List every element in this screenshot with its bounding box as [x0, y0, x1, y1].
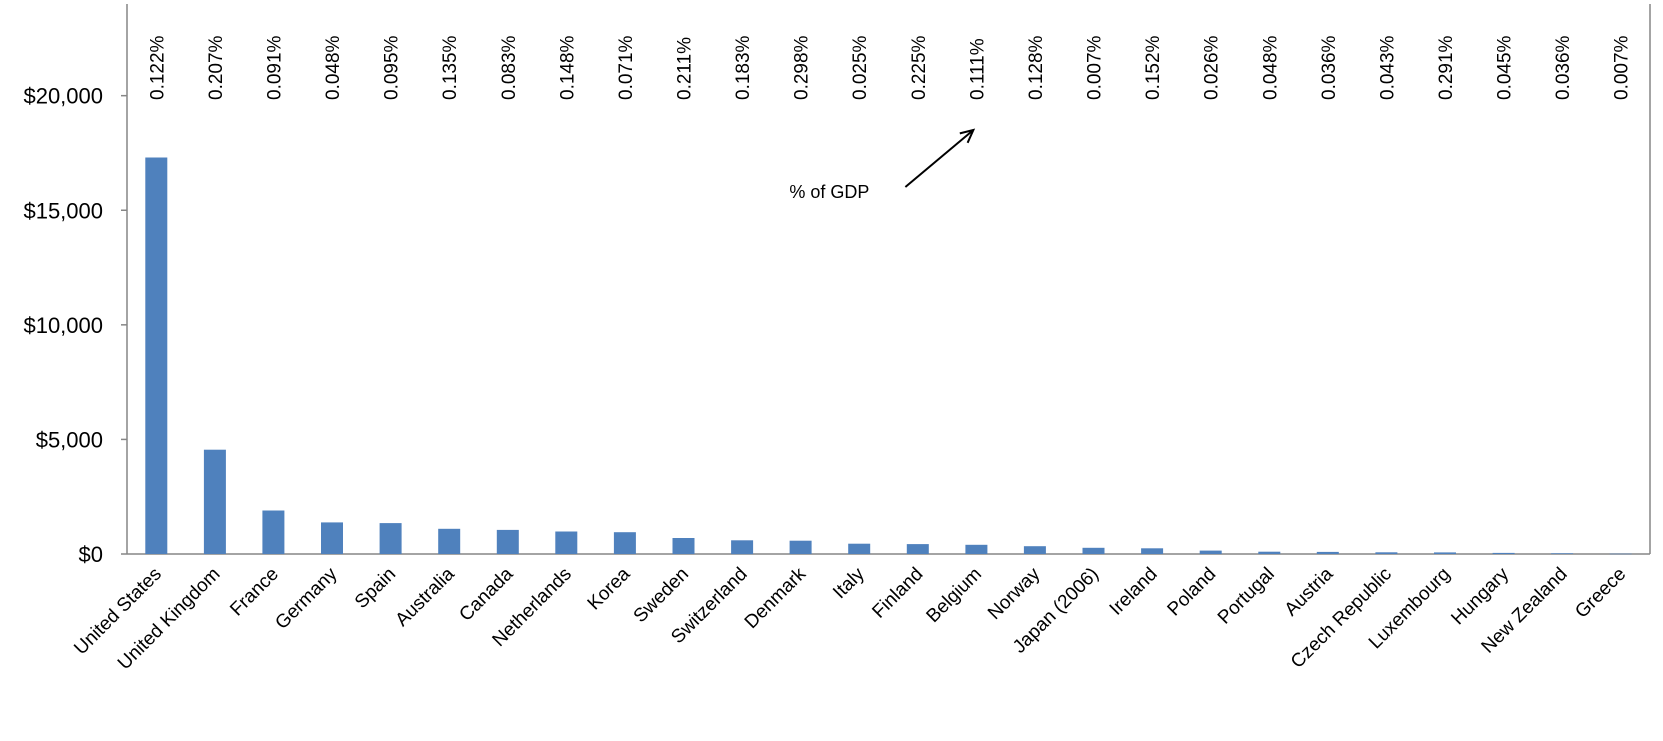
percent-label: 0.298% — [792, 35, 813, 100]
bar — [1082, 547, 1105, 554]
percent-label: 0.211% — [675, 37, 696, 100]
percent-label: 0.207% — [206, 35, 227, 100]
percent-label: 0.007% — [1612, 35, 1633, 100]
bar — [145, 157, 168, 554]
percent-label: 0.036% — [1553, 35, 1574, 100]
percent-label: 0.007% — [1085, 35, 1106, 100]
bar — [965, 544, 988, 554]
y-tick-label: $5,000 — [36, 427, 103, 452]
y-tick-label: $15,000 — [23, 198, 103, 223]
percent-label: 0.083% — [499, 35, 520, 100]
category-label: Belgium — [923, 564, 986, 627]
category-label: Italy — [829, 563, 869, 603]
bar — [672, 538, 695, 554]
bar — [613, 532, 636, 554]
annotation-label: % of GDP — [789, 182, 869, 202]
percent-label: 0.183% — [733, 35, 754, 100]
percent-of-gdp-labels: 0.122% 0.207% 0.091% 0.048% 0.095% 0.135% 0.08… — [147, 35, 1632, 100]
percent-label: 0.291% — [1436, 35, 1457, 100]
bar — [848, 543, 871, 554]
bar — [1316, 551, 1339, 554]
percent-label: 0.122% — [147, 35, 168, 100]
percent-label: 0.048% — [1260, 35, 1281, 100]
bar — [1551, 553, 1574, 554]
category-label: Denmark — [741, 563, 811, 633]
percent-label: 0.225% — [909, 35, 930, 100]
bar — [203, 449, 226, 554]
percent-label: 0.045% — [1495, 35, 1516, 100]
category-label: Ireland — [1106, 564, 1162, 620]
percent-label: 0.025% — [850, 35, 871, 100]
bar — [262, 510, 285, 554]
bar — [906, 544, 929, 554]
bar — [1199, 550, 1222, 554]
bar — [496, 529, 519, 554]
percent-label: 0.111% — [967, 38, 988, 100]
category-label: Czech Republic — [1287, 564, 1396, 673]
category-label: Poland — [1164, 564, 1221, 621]
bar — [789, 540, 812, 554]
percent-label: 0.135% — [440, 35, 461, 100]
category-label: Finland — [868, 564, 927, 623]
bar — [1023, 546, 1046, 554]
percent-label: 0.043% — [1377, 35, 1398, 100]
percent-label: 0.036% — [1319, 35, 1340, 100]
annotation: % of GDP — [789, 128, 976, 202]
bar — [321, 522, 343, 554]
percent-label: 0.095% — [382, 35, 403, 100]
category-label: Germany — [271, 563, 341, 633]
category-label: Austria — [1281, 563, 1338, 620]
bar — [1434, 552, 1456, 554]
bar — [1258, 551, 1281, 554]
bar — [1141, 548, 1164, 554]
category-label: United Kingdom — [114, 564, 224, 674]
y-tick-label: $20,000 — [23, 84, 103, 109]
percent-label: 0.048% — [323, 35, 344, 100]
percent-label: 0.152% — [1143, 35, 1164, 100]
category-label: Greece — [1571, 564, 1630, 623]
category-label: Korea — [584, 563, 635, 614]
bar — [1492, 552, 1515, 554]
bar — [438, 528, 461, 554]
category-label: Australia — [392, 563, 459, 630]
bar — [1375, 552, 1398, 554]
annotation-arrowhead — [959, 128, 976, 144]
bars — [145, 157, 1632, 555]
bar — [1609, 553, 1632, 555]
annotation-arrow — [904, 129, 975, 188]
bar — [731, 540, 754, 555]
y-tick-label: $10,000 — [23, 313, 103, 338]
y-tick-label: $0 — [79, 542, 103, 567]
percent-label: 0.091% — [264, 35, 285, 100]
percent-label: 0.148% — [557, 35, 578, 100]
percent-label: 0.026% — [1202, 35, 1223, 100]
category-label: Portugal — [1214, 564, 1279, 629]
percent-label: 0.071% — [616, 35, 637, 100]
bar — [555, 531, 578, 554]
percent-label: 0.128% — [1026, 35, 1047, 100]
category-label: Spain — [351, 564, 400, 613]
bar — [379, 523, 402, 554]
category-label: France — [226, 564, 283, 621]
